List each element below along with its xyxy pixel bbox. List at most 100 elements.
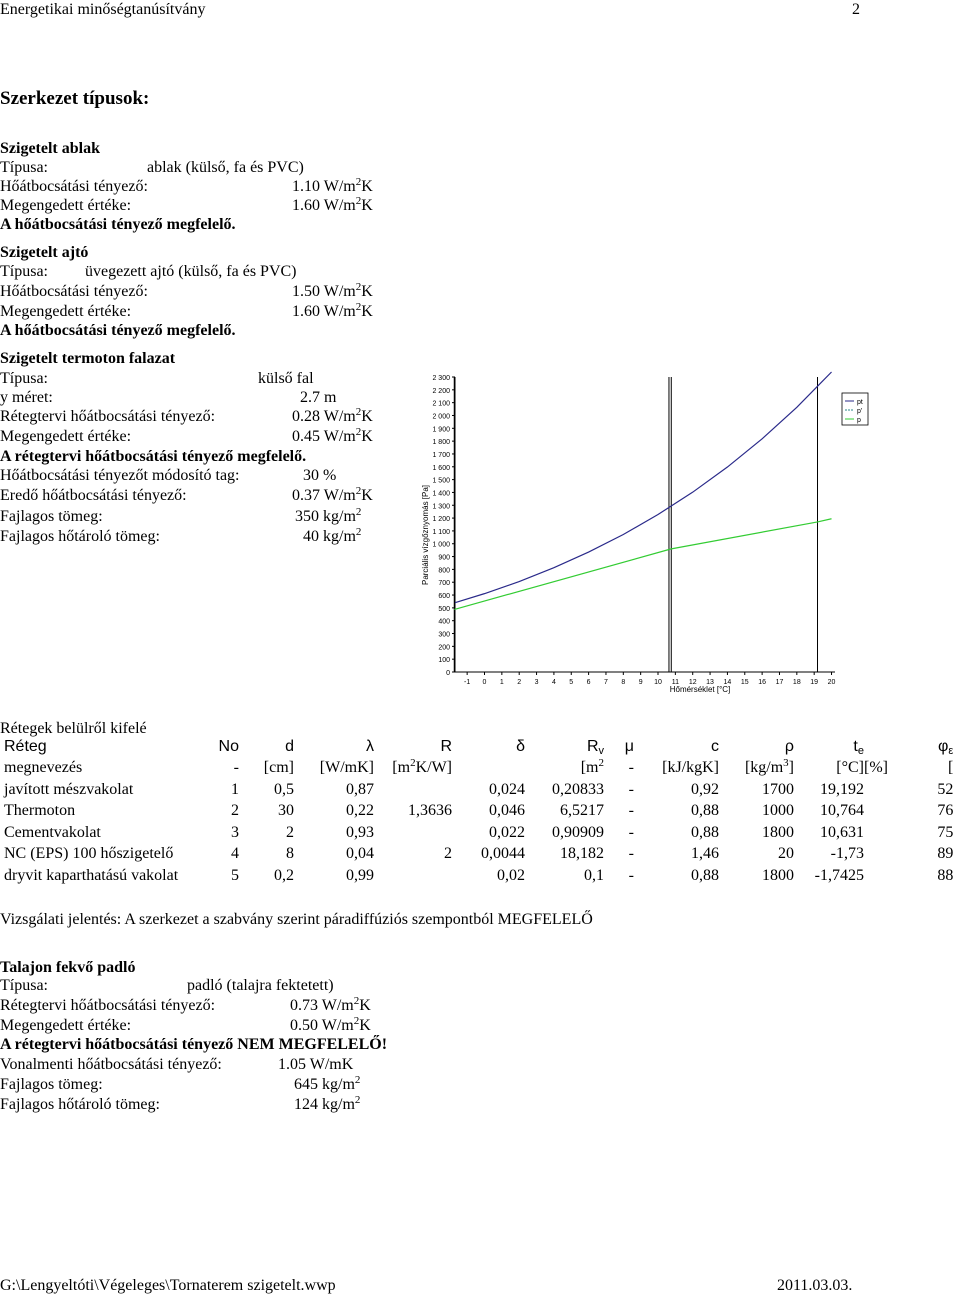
window-u-value: 1.10 W/m2K [292,176,373,196]
floor-heat-value: 124 kg/m2 [294,1094,361,1114]
y-tick-label: 700 [438,580,450,587]
cell-r [374,822,452,844]
floor-heat-label: Fajlagos hőtároló tömeg: [0,1096,160,1113]
cell-no: 4 [231,845,239,863]
cell-lambda: 0,99 [346,866,374,884]
wall-heat-value: 40 kg/m2 [303,526,362,546]
floor-type-value: padló (talajra fektetett) [187,977,334,994]
cell-r [374,779,452,801]
x-tick-label: 17 [776,679,784,686]
unit-te: [°C] [836,759,864,777]
wall-u-label: Rétegtervi hőátbocsátási tényező: [0,408,216,425]
cell-te: 19,192 [820,780,864,798]
cell-rho: 1000 [762,802,794,820]
floor-mass-label: Fajlagos tömeg: [0,1076,103,1093]
legend-label: p' [857,408,862,415]
cell-mu: - [628,802,634,820]
cell-name: Thermoton [4,802,76,820]
wall-mass-label: Fajlagos tömeg: [0,508,103,525]
x-axis-label: Hőmérséklet [°C] [670,685,731,694]
cell-rv: 0,1 [584,866,604,884]
cell-lambda: 0,87 [346,780,374,798]
wall-res-label: Eredő hőátbocsátási tényező: [0,487,187,504]
y-tick-label: 1 000 [432,542,450,549]
door-title: Szigetelt ajtó [0,244,89,261]
cell-rho: 20 [778,845,794,863]
cell-te: -1,7425 [814,866,864,884]
y-tick-label: 600 [438,593,450,600]
x-tick-label: 6 [587,679,591,686]
unit-d: [cm] [263,759,294,777]
legend-box [841,392,869,426]
col-header-delta: δ [516,737,525,755]
wall-result: A rétegtervi hőátbocsátási tényező megfe… [0,448,307,465]
x-tick-label: 8 [621,679,625,686]
y-tick-label: 1 100 [432,529,450,536]
y-tick-label: 900 [438,555,450,562]
cell-c: 0,92 [691,780,719,798]
window-req-value: 1.60 W/m2K [292,195,373,215]
cell-te: 10,764 [820,802,864,820]
floor-line-value: 1.05 W/mK [278,1056,354,1073]
wall-u-value: 0.28 W/m2K [292,406,373,426]
cell-d: 8 [286,845,294,863]
window-type-label: Típusa: [0,159,48,176]
cell-no: 3 [231,823,239,841]
col-header-lambda: λ [366,737,374,755]
x-tick-label: 4 [552,679,556,686]
cell-c: 0,88 [691,823,719,841]
cell-phi: 89 [937,845,954,863]
door-req-label: Megengedett értéke: [0,303,132,320]
x-tick-label: 15 [741,679,749,686]
window-type-value: ablak (külső, fa és PVC) [147,159,304,176]
col-header-phi: φε [938,737,954,757]
cell-delta: 0,024 [489,780,525,798]
x-tick-label: 11 [672,679,679,686]
cell-name: Cementvakolat [4,823,101,841]
wall-heat-label: Fajlagos hőtároló tömeg: [0,528,160,545]
unit-no: - [233,759,239,777]
cell-delta: 0,02 [497,866,525,884]
cell-d: 0,2 [274,866,294,884]
table-units-row: megnevezés - [cm] [W/mK] [m2K/W] [m2 - [… [0,758,953,780]
cell-d: 0,5 [274,780,294,798]
x-tick-label: 3 [535,679,539,686]
cell-name: dryvit kaparthatású vakolat [4,866,179,884]
table-row: Cementvakolat 3 2 0,93 0,022 0,90909 - 0,88 1800… [0,822,953,844]
cell-phi: 75 [937,823,954,841]
y-tick-label: 1 600 [432,465,450,472]
y-tick-label: 1 800 [432,439,450,446]
x-tick-label: 9 [639,679,643,686]
door-req-value: 1.60 W/m2K [292,301,373,321]
wall-y-value: 2.7 m [300,389,337,406]
wall-mod-label: Hőátbocsátási tényezőt módosító tag: [0,467,240,484]
table-header-row: Réteg No d λ R δ Rv μ c ρ te φε [0,736,953,758]
layers-table: Réteg No d λ R δ Rv μ c ρ te φε megnevez… [0,736,953,887]
x-tick-label: 1 [500,679,504,686]
x-tick-label: 2 [517,679,521,686]
cell-rho: 1800 [762,823,794,841]
floor-mass-value: 645 kg/m2 [294,1074,361,1094]
table-row: Thermoton 2 30 0,22 1,3636 0,046 6,5217 - 0,88 10… [0,801,953,823]
x-tick-label: 5 [569,679,573,686]
cell-rv: 6,5217 [560,802,604,820]
cell-rho: 1800 [762,866,794,884]
cell-rv: 0,20833 [552,780,604,798]
door-u-value: 1.50 W/m2K [292,281,373,301]
unit-mu: - [628,759,634,777]
col-header-c: c [711,737,719,755]
unit-rho: [kg/m3] [744,757,794,777]
wall-res-value: 0.37 W/m2K [292,485,373,505]
cell-rv: 18,182 [560,845,604,863]
y-tick-label: 1 400 [432,490,450,497]
door-result: A hőátbocsátási tényező megfelelő. [0,322,236,339]
cell-mu: - [628,845,634,863]
x-tick-label: 18 [793,679,801,686]
y-tick-label: 2 000 [432,413,450,420]
layers-caption: Rétegek belülről kifelé [0,720,147,737]
unit-rv: [m2 [580,757,604,777]
vapor-pressure-chart: Parciális vízgőznyomás [Pa] Hőmérséklet … [421,371,869,694]
legend-label: pt [857,399,863,406]
wall-req-label: Megengedett értéke: [0,428,132,445]
y-tick-label: 2 100 [432,401,450,408]
